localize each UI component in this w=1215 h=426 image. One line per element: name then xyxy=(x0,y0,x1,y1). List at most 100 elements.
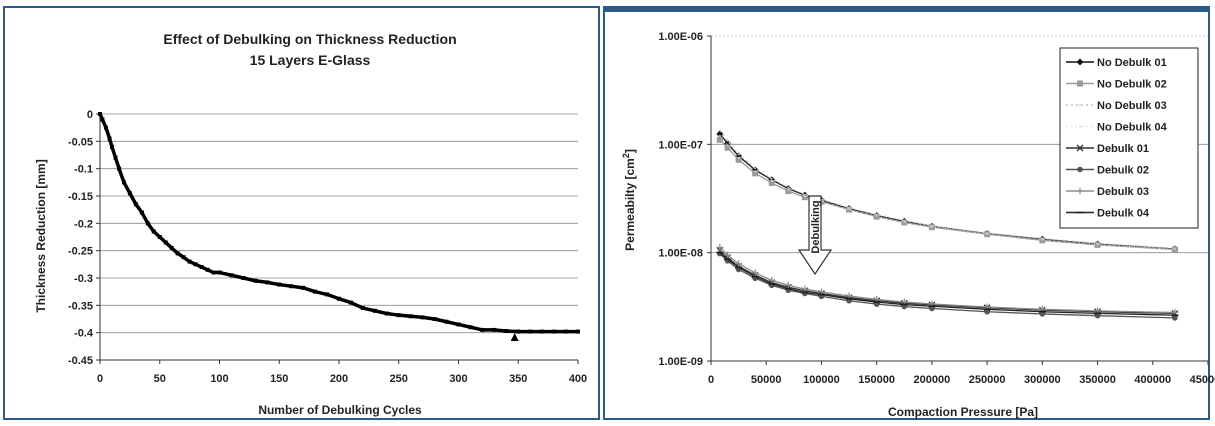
data-point xyxy=(540,329,545,334)
legend-marker xyxy=(1076,58,1084,66)
x-tick-label: 50000 xyxy=(751,374,782,386)
data-point xyxy=(468,325,473,330)
y-tick-label: 1.00E-09 xyxy=(658,356,703,368)
thickness-reduction-chart: Effect of Debulking on Thickness Reducti… xyxy=(34,31,587,417)
x-tick-label: 200 xyxy=(330,373,348,385)
x-tick-label: 300 xyxy=(449,373,467,385)
data-point xyxy=(724,251,732,259)
data-point xyxy=(127,191,132,196)
data-point xyxy=(718,134,721,137)
data-point xyxy=(770,179,773,182)
data-point xyxy=(145,221,150,226)
data-point xyxy=(848,208,850,211)
data-point xyxy=(301,285,306,290)
data-point xyxy=(726,139,729,142)
data-point xyxy=(903,221,906,223)
y-tick-label: 0 xyxy=(87,109,93,121)
data-point xyxy=(229,273,234,278)
data-point xyxy=(432,317,437,321)
data-point xyxy=(113,155,118,160)
y-tick-label: 1.00E-07 xyxy=(658,139,703,151)
x-tick-label: 150000 xyxy=(858,374,895,386)
data-point xyxy=(754,170,757,173)
legend-marker xyxy=(1079,125,1081,128)
data-point xyxy=(718,129,721,132)
data-point xyxy=(253,278,258,283)
data-point xyxy=(372,308,377,313)
x-tick-label: 400000 xyxy=(1134,374,1171,386)
data-point xyxy=(751,269,759,277)
data-point xyxy=(175,251,180,256)
y-tick-label: 1.00E-06 xyxy=(658,31,703,43)
debulking-arrow: Debulking xyxy=(797,195,833,276)
data-point xyxy=(193,262,198,267)
data-point xyxy=(151,229,156,234)
legend-entry: Debulk 04 xyxy=(1097,208,1150,220)
data-point xyxy=(139,210,144,215)
data-point xyxy=(929,305,935,312)
y-axis-label: Thickness Reduction [mm] xyxy=(34,159,48,312)
data-point xyxy=(848,206,850,209)
legend-entry: Debulk 01 xyxy=(1097,143,1149,155)
data-point xyxy=(384,311,389,316)
data-point xyxy=(552,329,557,334)
data-point xyxy=(930,225,933,228)
data-point xyxy=(169,245,174,250)
y-tick-label: -0.05 xyxy=(68,136,93,148)
y-axis-label: Permeabilty [cm2] xyxy=(621,149,637,251)
data-point xyxy=(986,233,989,235)
data-point xyxy=(121,180,126,185)
data-point xyxy=(456,322,461,327)
data-point xyxy=(768,179,775,186)
x-tick-label: 0 xyxy=(708,374,714,386)
series-line xyxy=(719,249,1175,315)
data-point xyxy=(133,202,138,207)
data-point xyxy=(716,243,724,251)
legend-entry: No Debulk 03 xyxy=(1097,100,1167,112)
data-point xyxy=(576,329,580,334)
data-point xyxy=(984,308,990,315)
data-point xyxy=(770,177,773,180)
legend-marker xyxy=(1077,166,1083,173)
legend-entry: Debulk 02 xyxy=(1097,165,1149,177)
data-point xyxy=(313,289,318,294)
legend-entry: No Debulk 02 xyxy=(1097,79,1167,91)
data-point xyxy=(163,240,168,245)
data-point xyxy=(1096,243,1099,246)
series-line xyxy=(719,253,1175,319)
y-tick-label: -0.15 xyxy=(68,191,93,203)
data-point xyxy=(875,215,878,217)
data-point xyxy=(752,170,759,177)
data-point xyxy=(528,329,533,334)
legend-entry: Debulk 03 xyxy=(1097,186,1149,198)
data-point xyxy=(737,156,740,159)
series-line xyxy=(719,246,1175,314)
data-point xyxy=(420,315,425,320)
data-point xyxy=(396,313,401,318)
data-point xyxy=(768,276,776,284)
y-tick-label: -0.2 xyxy=(74,218,93,230)
data-point xyxy=(803,195,806,198)
permeability-chart: 1.00E-06 1.00E-07 1.00E-08 1.00E-09 0 50000 10… xyxy=(621,31,1215,419)
x-tick-label: 250000 xyxy=(969,374,1006,386)
data-point xyxy=(492,327,497,332)
y-tick-label: -0.4 xyxy=(74,328,94,340)
data-point xyxy=(360,306,365,311)
data-point xyxy=(735,156,742,163)
data-point xyxy=(516,329,521,334)
data-point xyxy=(444,319,449,324)
x-tick-label: 200000 xyxy=(914,374,951,386)
data-point xyxy=(337,296,341,301)
right-chart-panel: 1.00E-06 1.00E-07 1.00E-08 1.00E-09 0 50000 10… xyxy=(603,6,1215,420)
data-point xyxy=(716,136,723,143)
chart-subtitle: 15 Layers E-Glass xyxy=(250,52,371,68)
x-tick-label: 100000 xyxy=(803,374,840,386)
data-point xyxy=(785,188,792,195)
debulking-annotation: Debulking xyxy=(810,200,822,253)
x-tick-label: 100 xyxy=(210,373,228,385)
x-tick-label: 250 xyxy=(390,373,408,385)
data-point xyxy=(107,136,112,141)
data-point xyxy=(157,235,162,239)
series-debulk-04 xyxy=(716,251,1179,316)
data-point xyxy=(735,260,743,268)
